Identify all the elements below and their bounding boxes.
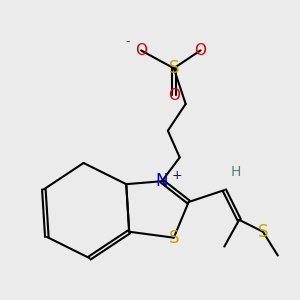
Text: S: S <box>258 223 268 241</box>
Text: S: S <box>169 229 179 247</box>
Text: +: + <box>171 169 182 182</box>
Text: O: O <box>135 43 147 58</box>
Text: S: S <box>169 59 179 77</box>
Text: -: - <box>125 35 130 48</box>
Text: O: O <box>168 88 180 103</box>
Text: H: H <box>231 165 242 179</box>
Text: N: N <box>156 172 168 190</box>
Text: O: O <box>194 43 206 58</box>
